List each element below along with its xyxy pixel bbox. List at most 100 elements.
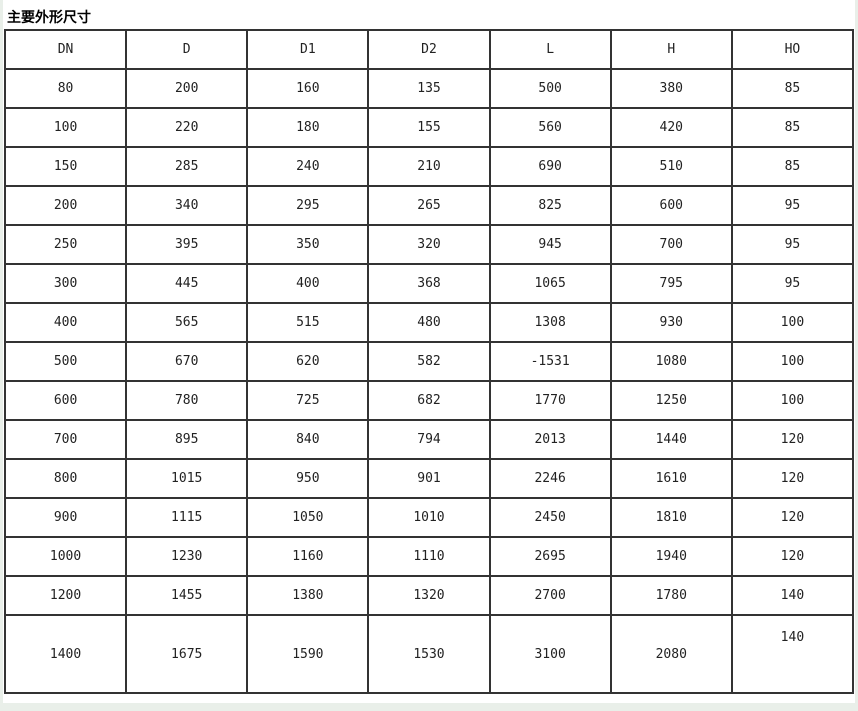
cell-l: 2700 xyxy=(488,575,612,616)
cell-ho: 95 xyxy=(730,224,855,265)
cell-d2: 794 xyxy=(367,419,491,460)
table-row: 700 895 840 794 2013 1440 120 xyxy=(3,419,855,460)
cell-h: 2080 xyxy=(609,614,733,694)
cell-d: 285 xyxy=(125,146,249,187)
cell-dn: 100 xyxy=(3,107,128,148)
cell-h: 380 xyxy=(609,68,733,109)
cell-dn: 250 xyxy=(3,224,128,265)
cell-l: 3100 xyxy=(488,614,612,694)
table-row: 900 1115 1050 1010 2450 1810 120 xyxy=(3,497,855,538)
cell-l: 2450 xyxy=(488,497,612,538)
cell-l: 825 xyxy=(488,185,612,226)
cell-d: 895 xyxy=(125,419,249,460)
cell-h: 1440 xyxy=(609,419,733,460)
cell-h: 1610 xyxy=(609,458,733,499)
header-row: DN D D1 D2 L H HO xyxy=(3,29,855,70)
cell-h: 1940 xyxy=(609,536,733,577)
table-row: 150 285 240 210 690 510 85 xyxy=(3,146,855,187)
cell-d: 1675 xyxy=(125,614,249,694)
cell-d2: 1320 xyxy=(367,575,491,616)
cell-d1: 1160 xyxy=(246,536,370,577)
column-header-ho: HO xyxy=(730,29,855,70)
cell-dn: 1400 xyxy=(3,614,128,694)
cell-d2: 368 xyxy=(367,263,491,304)
cell-d2: 480 xyxy=(367,302,491,343)
cell-d1: 240 xyxy=(246,146,370,187)
cell-h: 930 xyxy=(609,302,733,343)
column-header-dn: DN xyxy=(3,29,128,70)
table-row: 800 1015 950 901 2246 1610 120 xyxy=(3,458,855,499)
cell-h: 1250 xyxy=(609,380,733,421)
cell-d: 1115 xyxy=(125,497,249,538)
cell-d2: 265 xyxy=(367,185,491,226)
cell-ho: 120 xyxy=(730,458,855,499)
cell-d1: 725 xyxy=(246,380,370,421)
cell-d1: 160 xyxy=(246,68,370,109)
cell-d1: 1380 xyxy=(246,575,370,616)
cell-l: 690 xyxy=(488,146,612,187)
cell-d: 670 xyxy=(125,341,249,382)
cell-d1: 620 xyxy=(246,341,370,382)
cell-l: 2695 xyxy=(488,536,612,577)
cell-dn: 1200 xyxy=(3,575,128,616)
cell-h: 600 xyxy=(609,185,733,226)
cell-d: 445 xyxy=(125,263,249,304)
column-header-d2: D2 xyxy=(367,29,491,70)
cell-dn: 500 xyxy=(3,341,128,382)
table-row: 1200 1455 1380 1320 2700 1780 140 xyxy=(3,575,855,616)
cell-d: 395 xyxy=(125,224,249,265)
cell-d2: 901 xyxy=(367,458,491,499)
page-title: 主要外形尺寸 xyxy=(7,9,91,25)
cell-d2: 682 xyxy=(367,380,491,421)
cell-h: 420 xyxy=(609,107,733,148)
table-row: 1400 1675 1590 1530 3100 2080 140 xyxy=(3,614,855,694)
cell-dn: 200 xyxy=(3,185,128,226)
cell-l: 500 xyxy=(488,68,612,109)
cell-d: 565 xyxy=(125,302,249,343)
cell-d1: 350 xyxy=(246,224,370,265)
cell-d1: 1590 xyxy=(246,614,370,694)
cell-d: 780 xyxy=(125,380,249,421)
cell-ho: 100 xyxy=(730,380,855,421)
cell-d1: 400 xyxy=(246,263,370,304)
cell-ho: 95 xyxy=(730,263,855,304)
cell-ho: 120 xyxy=(730,497,855,538)
cell-h: 795 xyxy=(609,263,733,304)
table-row: 250 395 350 320 945 700 95 xyxy=(3,224,855,265)
dimensions-table-body: 80 200 160 135 500 380 85 100 220 180 155 560 420 85 1… xyxy=(3,68,855,694)
cell-d1: 840 xyxy=(246,419,370,460)
cell-d: 220 xyxy=(125,107,249,148)
cell-ho: 140 xyxy=(730,575,855,616)
cell-d: 1015 xyxy=(125,458,249,499)
cell-h: 510 xyxy=(609,146,733,187)
cell-d1: 1050 xyxy=(246,497,370,538)
cell-ho: 85 xyxy=(730,107,855,148)
cell-d2: 210 xyxy=(367,146,491,187)
cell-dn: 600 xyxy=(3,380,128,421)
cell-h: 1810 xyxy=(609,497,733,538)
cell-ho: 85 xyxy=(730,68,855,109)
table-row: 200 340 295 265 825 600 95 xyxy=(3,185,855,226)
cell-l: -1531 xyxy=(488,341,612,382)
cell-d: 1230 xyxy=(125,536,249,577)
cell-d: 200 xyxy=(125,68,249,109)
table-row: 500 670 620 582 -1531 1080 100 xyxy=(3,341,855,382)
cell-d1: 295 xyxy=(246,185,370,226)
cell-ho: 95 xyxy=(730,185,855,226)
cell-l: 1065 xyxy=(488,263,612,304)
cell-dn: 700 xyxy=(3,419,128,460)
cell-l: 2246 xyxy=(488,458,612,499)
cell-ho: 100 xyxy=(730,302,855,343)
cell-d1: 180 xyxy=(246,107,370,148)
cell-ho: 140 xyxy=(730,614,855,694)
table-header: DN D D1 D2 L H HO xyxy=(3,29,855,70)
cell-dn: 400 xyxy=(3,302,128,343)
table-row: 80 200 160 135 500 380 85 xyxy=(3,68,855,109)
column-header-l: L xyxy=(488,29,612,70)
cell-ho: 85 xyxy=(730,146,855,187)
cell-h: 1780 xyxy=(609,575,733,616)
cell-d2: 1110 xyxy=(367,536,491,577)
cell-d2: 155 xyxy=(367,107,491,148)
content-area: 主要外形尺寸 DN D D1 D2 L H HO 80 200 160 135 500 380 85 10… xyxy=(3,0,855,703)
